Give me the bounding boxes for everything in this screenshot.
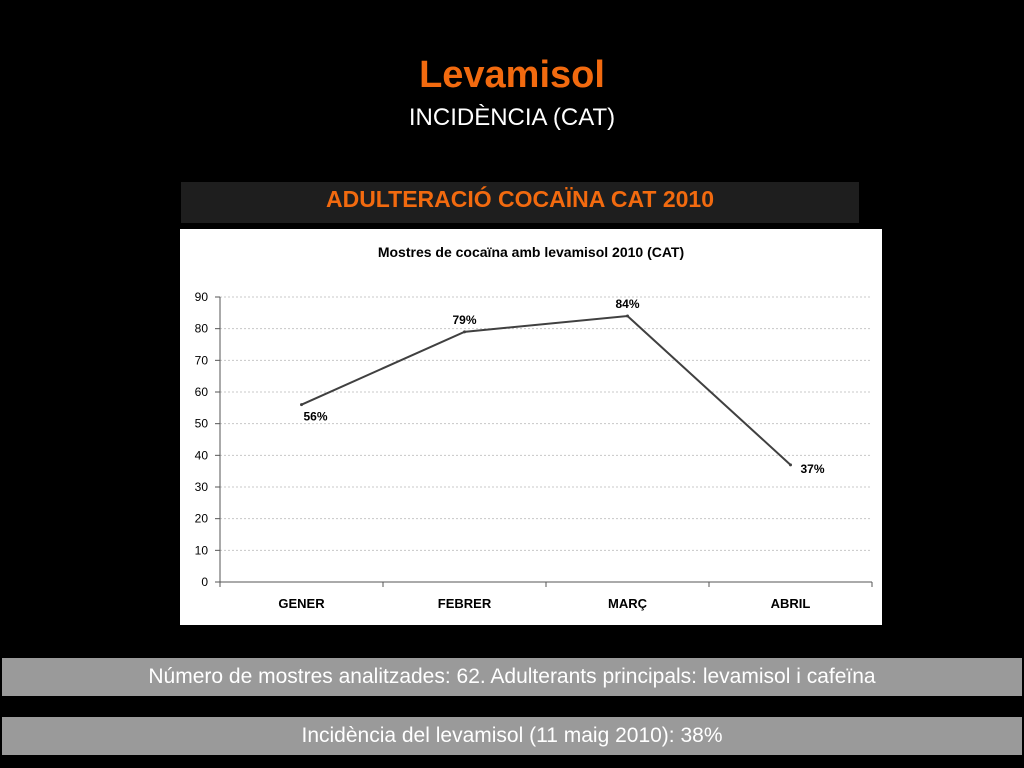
slide-subtitle: INCIDÈNCIA (CAT) (408, 104, 616, 131)
x-tick-label: FEBRER (438, 596, 492, 611)
y-tick-label: 80 (195, 322, 209, 336)
data-point (626, 314, 629, 318)
data-label: 56% (303, 410, 327, 424)
y-tick-label: 70 (195, 353, 209, 367)
axes: 0 10 20 30 40 50 60 70 80 90 GENER FEBRER MARÇ ABRIL (195, 290, 873, 611)
y-tick-label: 90 (195, 290, 209, 304)
data-label: 37% (800, 462, 824, 476)
data-point (789, 463, 792, 467)
line-chart: Mostres de cocaïna amb levamisol 2010 (C… (195, 244, 873, 611)
slide-title: Levamisol (419, 54, 605, 96)
series-polyline (301, 314, 792, 466)
x-tick-label: MARÇ (608, 596, 648, 611)
data-label: 84% (615, 297, 639, 311)
series-line (300, 314, 792, 467)
y-tick-label: 30 (195, 480, 209, 494)
y-tick-label: 10 (195, 543, 209, 557)
y-tick-label: 40 (195, 448, 209, 462)
x-tick-label: ABRIL (771, 596, 811, 611)
x-tick-label: GENER (278, 596, 325, 611)
data-labels: 56% 79% 84% 37% (303, 297, 824, 476)
sample-count-note: Número de mostres analitzades: 62. Adult… (2, 658, 1022, 696)
chart-title: Mostres de cocaïna amb levamisol 2010 (C… (378, 244, 684, 260)
y-tick-label: 50 (195, 417, 209, 431)
y-tick-label: 20 (195, 512, 209, 526)
data-label: 79% (452, 313, 476, 327)
y-tick-label: 0 (201, 575, 208, 589)
chart-container: Mostres de cocaïna amb levamisol 2010 (C… (180, 229, 882, 625)
data-point (463, 330, 466, 334)
y-tick-label: 60 (195, 385, 209, 399)
incidence-note: Incidència del levamisol (11 maig 2010):… (2, 717, 1022, 755)
data-point (300, 403, 303, 407)
section-banner: ADULTERACIÓ COCAÏNA CAT 2010 (181, 182, 859, 223)
gridlines (220, 296, 872, 551)
